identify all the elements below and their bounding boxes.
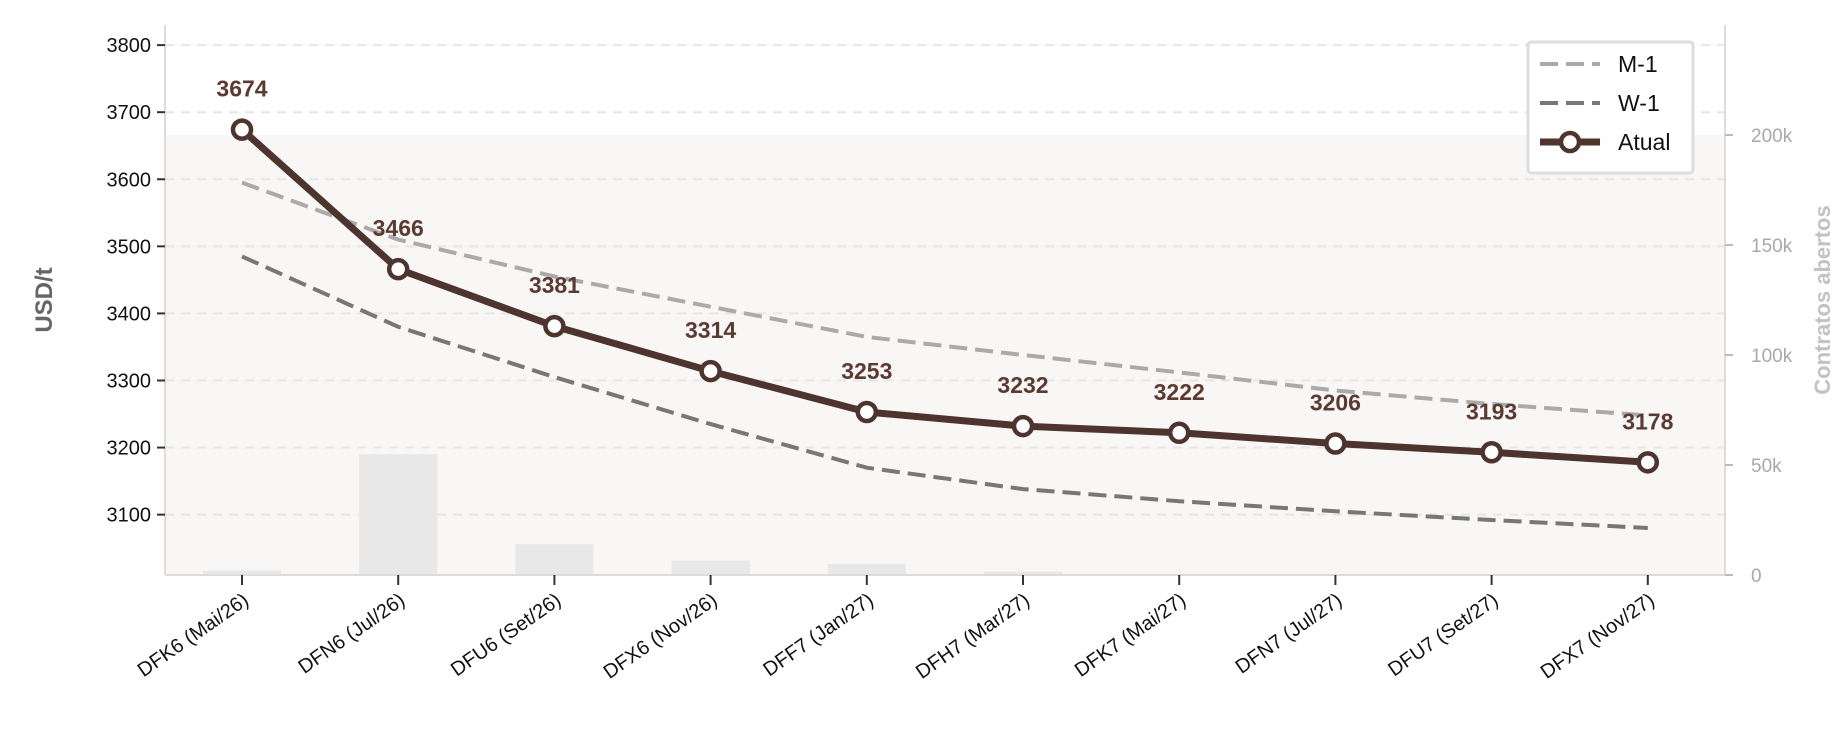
series-line-m-1 bbox=[241, 180, 1648, 418]
y2-tick-label: 200k bbox=[1751, 126, 1793, 147]
y-tick-label: 3200 bbox=[107, 438, 152, 460]
legend-label-atual: Atual bbox=[1618, 129, 1670, 155]
y2-tick-label: 150k bbox=[1751, 236, 1793, 257]
open-interest-bar bbox=[984, 571, 1062, 575]
y2-axis-title: Contratos abertos bbox=[1810, 205, 1835, 394]
data-label: 3466 bbox=[373, 215, 424, 241]
x-tick-label: DFX6 (Nov/26) bbox=[600, 589, 722, 684]
data-point bbox=[1480, 441, 1503, 464]
y-axis-title: USD/t bbox=[31, 267, 58, 332]
legend-label-m-1: M-1 bbox=[1618, 51, 1658, 77]
open-interest-bar bbox=[515, 544, 594, 575]
data-label: 3193 bbox=[1466, 398, 1517, 424]
x-tick-label: DFK6 (Mai/26) bbox=[134, 589, 253, 682]
y-tick-label: 3700 bbox=[107, 102, 152, 124]
y-tick-label: 3500 bbox=[107, 236, 152, 258]
data-label: 3314 bbox=[685, 317, 736, 343]
data-label: 3206 bbox=[1310, 390, 1361, 416]
y-tick-label: 3600 bbox=[107, 169, 152, 191]
data-point bbox=[1324, 432, 1347, 455]
data-point bbox=[1011, 414, 1035, 438]
x-tick-label: DFN7 (Jul/27) bbox=[1232, 589, 1347, 678]
x-tick-label: DFU7 (Set/27) bbox=[1384, 589, 1502, 681]
y2-tick-label: 0 bbox=[1751, 566, 1762, 587]
data-label: 3381 bbox=[529, 272, 580, 298]
x-tick-label: DFH7 (Mar/27) bbox=[912, 589, 1034, 684]
data-label: 3178 bbox=[1622, 408, 1673, 434]
x-tick-label: DFK7 (Mai/27) bbox=[1071, 589, 1190, 682]
data-point bbox=[386, 257, 410, 281]
data-point bbox=[1167, 421, 1191, 445]
open-interest-bar bbox=[671, 560, 750, 575]
open-interest-area bbox=[165, 135, 1725, 575]
data-point bbox=[230, 118, 254, 141]
y-tick-label: 3100 bbox=[107, 505, 152, 527]
data-point bbox=[855, 400, 879, 424]
x-tick-label: DFX7 (Nov/27) bbox=[1537, 589, 1659, 684]
y-tick-label: 3800 bbox=[107, 35, 152, 57]
x-tick-label: DFU6 (Set/26) bbox=[447, 589, 565, 681]
data-point bbox=[699, 359, 722, 383]
data-label: 3232 bbox=[997, 372, 1048, 398]
legend-label-w-1: W-1 bbox=[1618, 90, 1660, 116]
data-label: 3253 bbox=[841, 358, 892, 384]
legend-marker-atual bbox=[1558, 130, 1582, 154]
y-tick-label: 3300 bbox=[107, 370, 152, 392]
x-tick-label: DFF7 (Jan/27) bbox=[759, 589, 877, 681]
open-interest-bar bbox=[359, 454, 438, 575]
x-tick-label: DFN6 (Jul/26) bbox=[294, 589, 409, 678]
series-line-w-1 bbox=[241, 254, 1648, 530]
data-label: 3222 bbox=[1154, 379, 1205, 405]
open-interest-bar bbox=[203, 570, 281, 575]
open-interest-bar bbox=[827, 564, 906, 575]
data-point bbox=[1636, 451, 1660, 474]
y-tick-label: 3400 bbox=[107, 303, 152, 325]
y2-tick-label: 50k bbox=[1751, 456, 1782, 477]
data-point bbox=[543, 314, 566, 338]
y2-tick-label: 100k bbox=[1751, 346, 1793, 367]
data-label: 3674 bbox=[216, 76, 267, 102]
series-line-atual bbox=[239, 126, 1649, 466]
